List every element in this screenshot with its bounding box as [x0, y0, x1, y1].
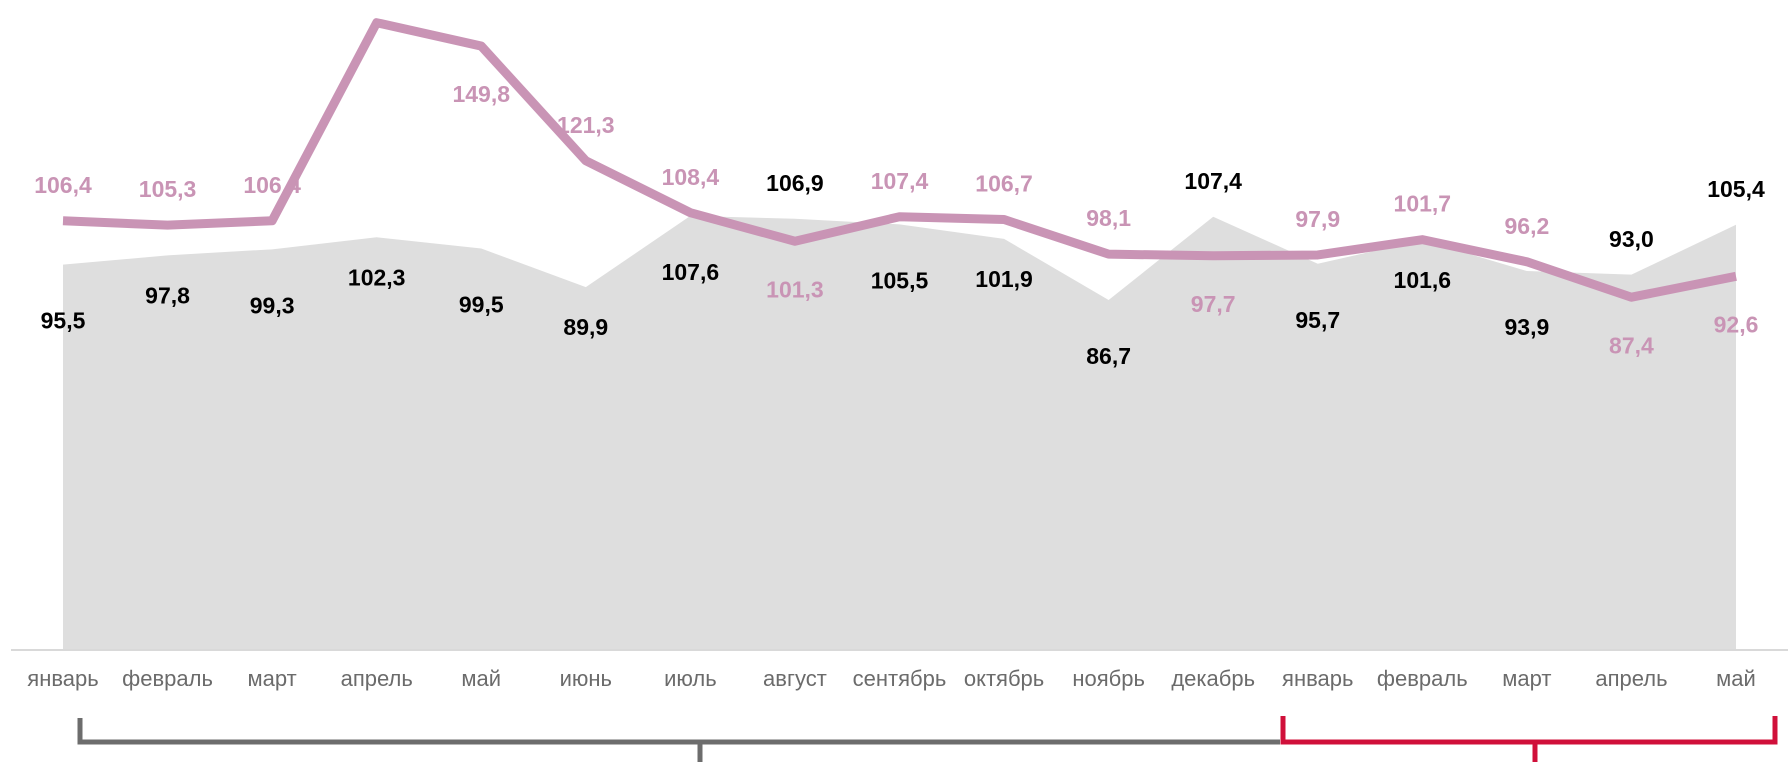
x-tick-label: сентябрь	[853, 666, 947, 691]
value-label: 102,3	[348, 264, 406, 290]
x-tick-label: декабрь	[1171, 666, 1255, 691]
plot	[63, 215, 1736, 649]
value-label: 99,3	[250, 292, 295, 318]
x-tick-label: апрель	[1595, 666, 1667, 691]
value-label: 96,2	[1504, 213, 1549, 239]
value-label: 107,4	[1184, 168, 1242, 194]
bracket-current	[1280, 716, 1778, 762]
x-tick-label: май	[461, 666, 501, 691]
value-label: 101,6	[1394, 267, 1452, 293]
value-label: 105,3	[139, 176, 197, 202]
x-tick-label: август	[763, 666, 827, 691]
value-label: 95,7	[1295, 307, 1340, 333]
x-tick-label: май	[1716, 666, 1756, 691]
value-label: 108,4	[662, 164, 720, 190]
value-label: 95,5	[41, 308, 86, 334]
value-label: 101,9	[975, 266, 1033, 292]
value-label: 106,4	[34, 172, 92, 198]
line	[62, 18, 1737, 302]
value-label: 101,3	[766, 276, 824, 302]
value-label: 105,4	[1707, 176, 1765, 202]
value-label: 89,9	[563, 314, 608, 340]
value-label: 107,6	[662, 259, 720, 285]
value-label: 97,8	[145, 282, 190, 308]
x-tick-label: март	[248, 666, 297, 691]
value-label: 97,7	[1191, 291, 1236, 317]
bracket-year	[77, 718, 1280, 762]
area	[63, 215, 1736, 649]
value-label: 107,4	[871, 168, 929, 194]
value-label: 93,0	[1609, 226, 1654, 252]
value-label: 101,7	[1394, 191, 1452, 217]
value-label: 86,7	[1086, 343, 1131, 369]
value-label: 106,9	[766, 170, 824, 196]
x-tick-label: январь	[27, 666, 98, 691]
value-label: 106,4	[243, 172, 301, 198]
x-tick-label: март	[1502, 666, 1551, 691]
value-label: 105,5	[871, 267, 929, 293]
value-label: 97,9	[1295, 206, 1340, 232]
value-label: 93,9	[1504, 314, 1549, 340]
value-label: 106,7	[975, 171, 1033, 197]
value-label: 121,3	[557, 112, 615, 138]
x-tick-label: февраль	[122, 666, 213, 691]
x-tick-label: октябрь	[964, 666, 1044, 691]
value-label: 92,6	[1714, 311, 1759, 337]
x-tick-label: июль	[664, 666, 717, 691]
x-tick-label: февраль	[1377, 666, 1468, 691]
x-tick-label: ноябрь	[1072, 666, 1145, 691]
x-tick-label: апрель	[341, 666, 413, 691]
x-tick-label: январь	[1282, 666, 1353, 691]
value-label: 149,8	[452, 81, 510, 107]
value-label: 87,4	[1609, 332, 1654, 358]
value-label: 99,5	[459, 292, 504, 318]
value-label: 98,1	[1086, 205, 1131, 231]
x-tick-label: июнь	[560, 666, 612, 691]
